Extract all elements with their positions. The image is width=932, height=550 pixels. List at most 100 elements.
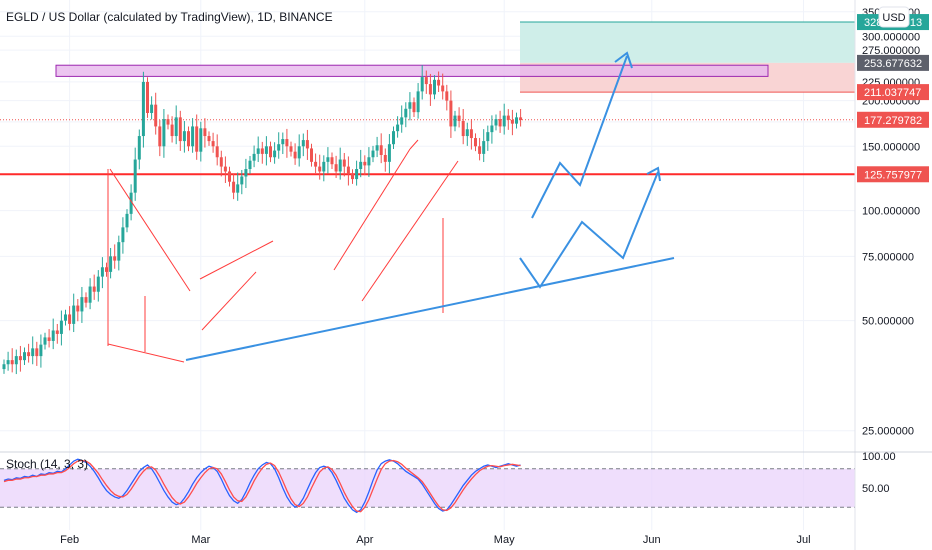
candle-body: [39, 344, 43, 357]
candle-body: [72, 305, 76, 324]
pattern-line[interactable]: [333, 148, 411, 271]
candle-body: [84, 297, 88, 303]
candle-body: [318, 166, 322, 172]
trade-zones: [0, 21, 855, 176]
candle-body: [47, 337, 51, 341]
y-tick-label: 300.000000: [862, 31, 920, 43]
pattern-line[interactable]: [109, 168, 191, 292]
candle-body: [88, 286, 92, 303]
candle-body: [199, 128, 203, 152]
candle-body: [96, 276, 100, 292]
candle-body: [187, 131, 190, 147]
pattern-line[interactable]: [361, 160, 459, 302]
candle-body: [43, 337, 47, 345]
candle-body: [342, 159, 346, 167]
candle-body: [334, 164, 338, 172]
candle-body: [441, 85, 445, 92]
candle-body: [195, 126, 199, 152]
candle-body: [264, 146, 268, 154]
arrow-head-high: [614, 51, 633, 69]
drawings: [107, 51, 675, 363]
arrow-head-low: [646, 166, 661, 182]
candle-body: [113, 256, 117, 261]
candle-body: [330, 157, 334, 165]
candle-body: [146, 81, 149, 114]
candle-body: [412, 102, 416, 113]
projection-path-high[interactable]: [531, 55, 628, 219]
candle-body: [383, 154, 387, 162]
resistance-zone[interactable]: [55, 64, 769, 77]
candle-body: [494, 119, 498, 126]
candle-body: [244, 169, 248, 177]
candle-body: [355, 169, 359, 180]
projection-path-low[interactable]: [519, 171, 659, 289]
candle-body: [117, 242, 121, 261]
candle-body: [359, 161, 363, 170]
price-tag-label: 211.037747: [864, 87, 921, 99]
pattern-line[interactable]: [409, 139, 419, 150]
candle-body: [469, 129, 473, 139]
x-tick-label: Jun: [643, 534, 661, 546]
candle-body: [367, 157, 371, 166]
candle-body: [457, 115, 461, 121]
candle-body: [154, 104, 158, 127]
candle-body: [133, 159, 137, 193]
candle-body: [109, 256, 113, 272]
y-tick-label: 150.000000: [862, 141, 920, 153]
ascending-trendline[interactable]: [185, 257, 675, 361]
candle-body: [277, 144, 281, 151]
price-tag[interactable]: [857, 54, 929, 71]
candle-body: [141, 81, 145, 137]
candle-body: [351, 173, 354, 180]
candle-body: [490, 125, 494, 133]
pattern-line[interactable]: [199, 240, 274, 280]
candle-body: [256, 148, 260, 154]
candle-body: [510, 120, 514, 124]
price-tag[interactable]: [857, 111, 929, 128]
stoch-k-line: [3, 458, 521, 514]
candle-body: [23, 352, 26, 361]
candle-body: [433, 79, 436, 95]
candle-body: [338, 159, 342, 172]
candle-body: [478, 146, 482, 154]
price-tag[interactable]: [857, 166, 929, 183]
pattern-line[interactable]: [107, 343, 185, 363]
candle-body: [59, 320, 63, 334]
candle-body: [498, 119, 502, 127]
y-tick-label: 50.000000: [862, 316, 914, 328]
candle-body: [297, 146, 301, 159]
candle-body: [27, 352, 31, 357]
candle-body: [371, 150, 375, 158]
candle-body: [408, 102, 412, 109]
time-axis[interactable]: Feb Mar Apr May Jun Jul: [60, 534, 810, 546]
candle-body: [215, 146, 219, 158]
candle-body: [396, 124, 400, 132]
candle-body: [236, 184, 240, 193]
candle-body: [207, 136, 211, 142]
candle-body: [2, 364, 6, 370]
candle-body: [240, 176, 244, 185]
candle-body: [129, 192, 133, 214]
candle-body: [519, 117, 523, 121]
x-tick-label: Jul: [796, 534, 810, 546]
candle-body: [248, 160, 252, 170]
price-tag-label: 125.757977: [864, 169, 922, 181]
candle-body: [293, 151, 297, 159]
price-tag[interactable]: [857, 84, 929, 101]
candle-body: [346, 166, 350, 174]
stochastic-pane: 100.00 50.00 Stoch (14, 3, 3): [0, 451, 896, 514]
stoch-y-tick-label: 50.00: [862, 483, 890, 495]
candle-body: [14, 356, 18, 365]
currency-button[interactable]: [878, 6, 910, 28]
candle-body: [162, 119, 166, 147]
candle-body: [18, 356, 22, 361]
stoch-y-tick-label: 100.00: [862, 451, 896, 463]
candle-body: [269, 146, 272, 158]
candle-body: [424, 77, 428, 85]
pattern-line[interactable]: [201, 271, 257, 331]
candle-body: [289, 146, 293, 152]
candle-body: [105, 267, 108, 272]
candle-body: [76, 305, 80, 312]
candle-body: [35, 348, 39, 357]
